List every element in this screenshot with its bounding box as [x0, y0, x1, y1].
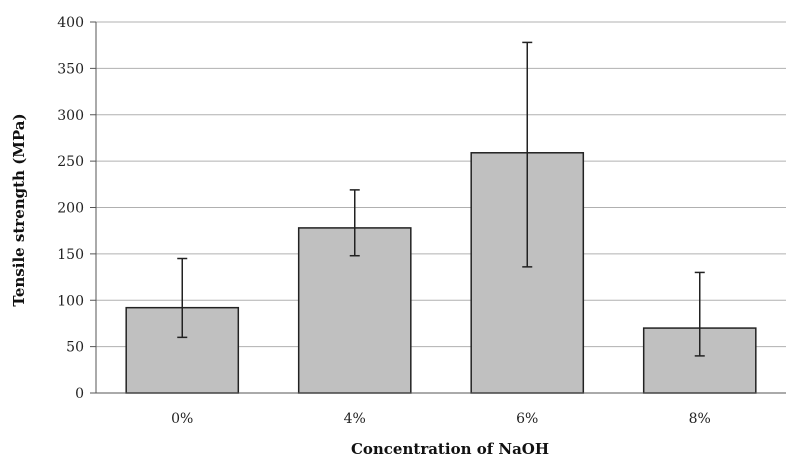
- x-tick-label: 8%: [689, 411, 711, 427]
- x-axis-title: Concentration of NaOH: [351, 440, 549, 457]
- y-tick-label: 300: [57, 108, 84, 124]
- y-tick-label: 400: [57, 15, 84, 31]
- x-tick-labels: 0% 4% 6% 8%: [171, 411, 711, 427]
- error-bars: [177, 41, 705, 357]
- y-tick-label: 0: [75, 386, 84, 402]
- y-tick-label: 50: [66, 340, 84, 356]
- bars: [125, 152, 757, 394]
- x-tick-label: 0%: [171, 411, 193, 427]
- y-tick-label: 150: [57, 247, 84, 263]
- axes: [95, 22, 786, 394]
- x-tick-label: 6%: [516, 411, 538, 427]
- y-tick-labels: 0 50 100 150 200 250 300 350 400: [57, 15, 84, 402]
- y-axis-title: Tensile strength (MPa): [10, 113, 28, 306]
- y-tick-label: 350: [57, 61, 84, 77]
- x-tick-label: 4%: [344, 411, 366, 427]
- y-tick-label: 250: [57, 154, 84, 170]
- y-tick-label: 100: [57, 293, 84, 309]
- y-tick-label: 200: [57, 201, 84, 217]
